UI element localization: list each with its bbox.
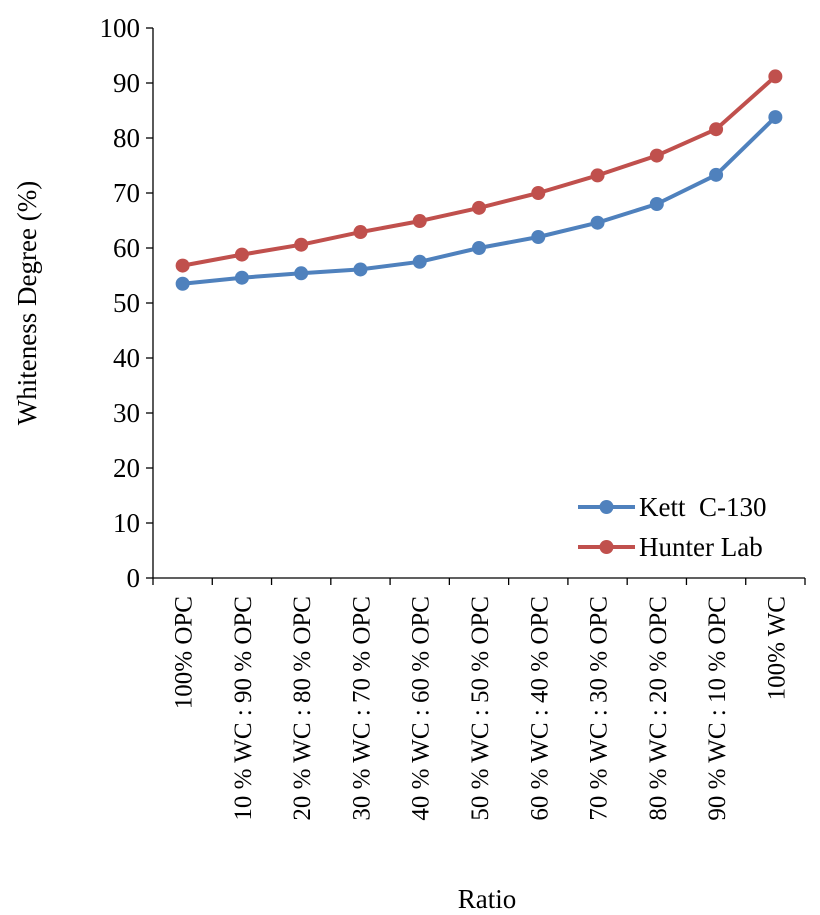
legend-item: Kett C-130 — [578, 492, 767, 522]
data-point — [175, 276, 190, 291]
x-tick-label: 90 % WC : 10 % OPC — [704, 596, 731, 821]
series-layer — [175, 69, 783, 291]
legend-swatch-marker — [599, 500, 614, 514]
data-point — [472, 200, 486, 215]
legend-label: Kett C-130 — [639, 492, 767, 522]
x-tick-label: 30 % WC : 70 % OPC — [348, 596, 375, 821]
data-point — [590, 168, 605, 183]
y-axis-title: Whiteness Degree (%) — [12, 181, 42, 425]
y-tick-label: 60 — [113, 233, 140, 263]
x-tick-label: 70 % WC : 30 % OPC — [586, 596, 613, 821]
data-point — [531, 186, 546, 200]
x-tick-label: 20 % WC : 80 % OPC — [289, 596, 316, 821]
data-point — [709, 167, 724, 182]
data-point — [294, 237, 309, 252]
y-tick-label: 0 — [127, 563, 141, 593]
legend: Kett C-130 Hunter Lab — [578, 492, 767, 562]
y-tick-label: 10 — [113, 508, 140, 538]
y-tick-label: 80 — [113, 123, 140, 153]
x-axis-title: Ratio — [458, 884, 517, 914]
data-point — [649, 148, 664, 163]
legend-label: Hunter Lab — [639, 532, 763, 562]
data-point — [709, 122, 724, 137]
data-point — [353, 262, 368, 277]
y-tick-label: 50 — [113, 288, 140, 318]
data-point — [590, 215, 605, 230]
series-1 — [175, 69, 783, 273]
data-point — [234, 247, 249, 262]
series-0 — [175, 110, 783, 291]
x-tick-label: 100% OPC — [171, 596, 198, 709]
x-tick-label: 40 % WC : 60 % OPC — [408, 596, 435, 821]
x-tick-label: 60 % WC : 40 % OPC — [526, 596, 553, 821]
x-axis-ticks: 100% OPC 10 % WC : 90 % OPC 20 % WC : 80 %… — [152, 578, 806, 821]
data-point — [175, 258, 190, 273]
data-point — [412, 254, 427, 269]
data-point — [412, 214, 427, 229]
legend-swatch-marker — [599, 540, 614, 554]
data-point — [353, 225, 368, 240]
y-tick-label: 40 — [113, 343, 140, 373]
data-point — [234, 270, 249, 285]
x-tick-label: 10 % WC : 90 % OPC — [230, 596, 257, 821]
data-point — [294, 266, 309, 281]
y-tick-label: 20 — [113, 453, 140, 483]
legend-item: Hunter Lab — [578, 532, 763, 562]
y-tick-label: 30 — [113, 398, 140, 428]
x-tick-label: 100% WC — [763, 596, 790, 700]
x-tick-label: 80 % WC : 20 % OPC — [645, 596, 672, 821]
series-line — [180, 74, 778, 268]
y-axis-ticks: 0 10 20 30 40 50 60 70 80 90 100 — [100, 13, 153, 593]
x-tick-label: 50 % WC : 50 % OPC — [467, 596, 494, 821]
data-point — [472, 241, 486, 255]
y-tick-label: 100 — [100, 13, 141, 43]
data-point — [768, 110, 783, 125]
data-point — [768, 69, 783, 84]
data-point — [531, 230, 546, 244]
y-tick-label: 70 — [113, 178, 140, 208]
data-point — [649, 197, 664, 211]
y-tick-label: 90 — [113, 68, 140, 98]
